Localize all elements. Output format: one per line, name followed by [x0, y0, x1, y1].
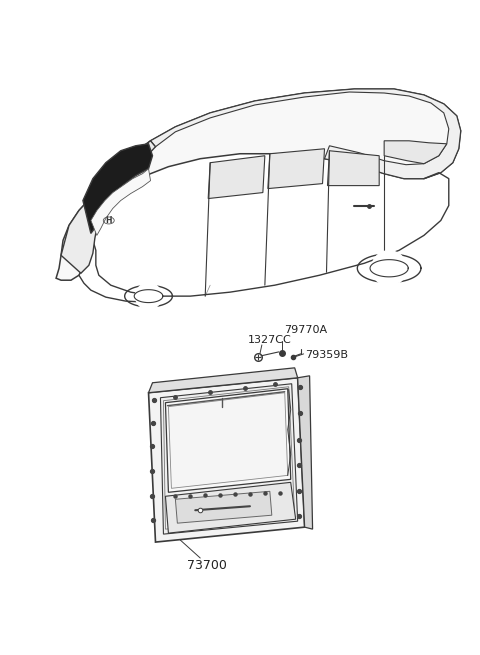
- Polygon shape: [298, 376, 312, 529]
- Polygon shape: [268, 149, 324, 189]
- Text: 79770A: 79770A: [284, 325, 327, 335]
- Polygon shape: [327, 151, 379, 185]
- Polygon shape: [56, 89, 461, 280]
- Polygon shape: [166, 482, 296, 533]
- Polygon shape: [208, 156, 265, 198]
- Text: 1327CC: 1327CC: [248, 335, 292, 345]
- Polygon shape: [160, 384, 298, 534]
- Polygon shape: [148, 378, 305, 542]
- Polygon shape: [148, 368, 298, 393]
- Polygon shape: [168, 393, 288, 489]
- Polygon shape: [151, 89, 461, 179]
- Text: 73700: 73700: [187, 559, 227, 572]
- Polygon shape: [61, 141, 156, 273]
- Circle shape: [372, 251, 407, 286]
- Polygon shape: [384, 141, 447, 164]
- Polygon shape: [175, 491, 272, 523]
- Circle shape: [135, 283, 162, 309]
- Polygon shape: [166, 388, 291, 493]
- Polygon shape: [164, 386, 295, 529]
- Text: 79359B: 79359B: [305, 350, 348, 360]
- Polygon shape: [91, 169, 151, 235]
- Text: H: H: [106, 216, 112, 225]
- Polygon shape: [83, 144, 153, 233]
